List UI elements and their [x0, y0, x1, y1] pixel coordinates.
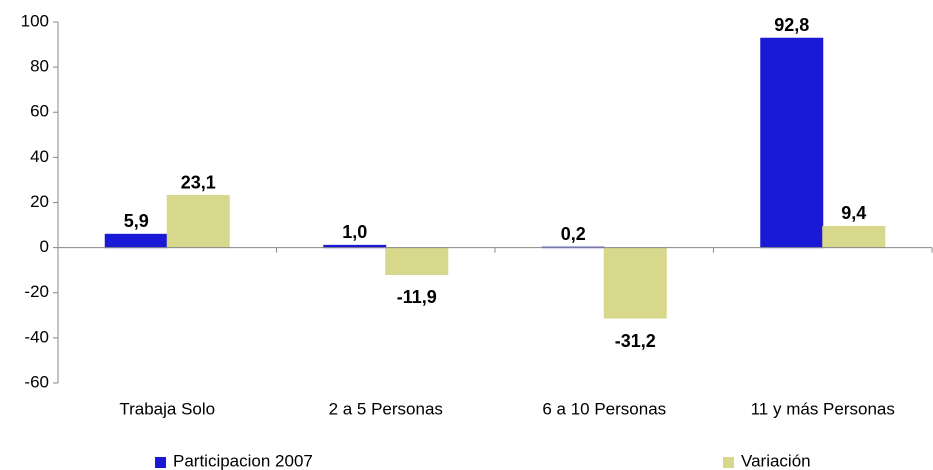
x-tick-label: 11 y más Personas — [751, 399, 895, 418]
value-label: 9,4 — [841, 203, 866, 223]
y-tick-label: 100 — [21, 11, 49, 30]
value-label: 0,2 — [561, 224, 586, 244]
legend-swatch — [155, 457, 166, 468]
value-label: 5,9 — [124, 211, 149, 231]
bar — [603, 247, 667, 319]
y-tick-label: 20 — [30, 192, 49, 211]
bar — [760, 37, 824, 249]
x-tick-label: 6 a 10 Personas — [542, 399, 666, 418]
value-label: 23,1 — [181, 172, 216, 192]
bar — [385, 247, 449, 275]
legend-label: Participacion 2007 — [173, 451, 313, 470]
bar — [104, 233, 168, 249]
legend-swatch — [723, 457, 734, 468]
y-tick-label: 40 — [30, 147, 49, 166]
y-tick-label: -60 — [24, 372, 49, 391]
value-label: -11,9 — [397, 287, 437, 307]
bar — [166, 195, 230, 249]
y-tick-label: -40 — [24, 327, 49, 346]
value-label: -31,2 — [615, 331, 656, 351]
legend-label: Variación — [741, 451, 811, 470]
y-tick-label: 0 — [40, 237, 49, 256]
value-label: 1,0 — [342, 222, 367, 242]
bar — [822, 225, 886, 249]
x-tick-label: 2 a 5 Personas — [329, 399, 443, 418]
value-label: 92,8 — [774, 15, 809, 35]
y-tick-label: 80 — [30, 57, 49, 76]
y-tick-label: 60 — [30, 102, 49, 121]
y-tick-label: -20 — [24, 282, 49, 301]
x-tick-label: Trabaja Solo — [119, 399, 215, 418]
